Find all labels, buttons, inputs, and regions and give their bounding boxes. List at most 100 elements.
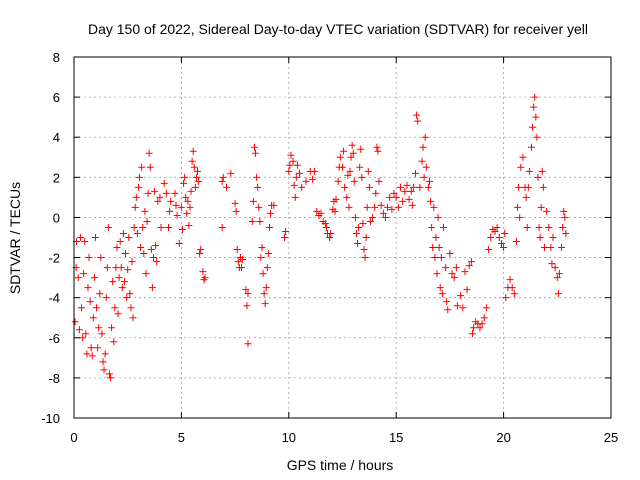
data-point	[448, 270, 456, 278]
y-tick-label: 6	[53, 90, 60, 105]
data-point	[94, 344, 102, 352]
data-point	[166, 207, 174, 215]
data-point	[533, 133, 541, 141]
data-point	[336, 153, 344, 161]
data-point	[110, 338, 118, 346]
data-point	[184, 197, 192, 205]
data-point	[485, 246, 493, 254]
data-point	[470, 324, 478, 332]
data-point	[302, 177, 310, 185]
x-axis-label: GPS time / hours	[287, 457, 394, 473]
data-point	[116, 238, 124, 246]
data-point	[109, 278, 117, 286]
data-point	[560, 207, 568, 215]
data-point	[108, 324, 116, 332]
data-point	[91, 234, 99, 241]
data-point	[196, 250, 204, 258]
data-point	[143, 217, 151, 225]
data-point	[281, 234, 289, 241]
data-point	[285, 167, 293, 175]
data-point	[375, 177, 383, 185]
data-point	[386, 193, 394, 201]
data-point	[427, 197, 435, 205]
data-point	[293, 161, 301, 169]
data-point	[428, 223, 436, 231]
data-point	[416, 183, 424, 191]
data-point	[317, 209, 325, 217]
data-point	[358, 173, 366, 181]
data-point	[437, 254, 445, 262]
data-point	[468, 330, 476, 338]
grid-lines	[74, 57, 611, 418]
data-point	[104, 223, 112, 231]
data-point	[84, 284, 92, 292]
data-point	[363, 203, 371, 211]
data-point	[267, 209, 275, 217]
data-point	[446, 250, 454, 258]
data-point	[82, 330, 90, 338]
y-axis-label: SDTVAR / TECUs	[7, 182, 23, 294]
x-tick-label: 15	[389, 430, 403, 445]
y-tick-label: 8	[53, 50, 60, 65]
data-point	[514, 203, 522, 211]
data-point	[344, 171, 352, 179]
data-point	[123, 294, 131, 302]
data-point	[388, 205, 396, 213]
y-tick-label: -4	[48, 291, 60, 306]
data-point	[233, 246, 241, 254]
data-point	[414, 117, 422, 125]
data-point	[264, 250, 272, 258]
data-point	[522, 193, 530, 201]
data-point	[408, 201, 416, 209]
data-point	[403, 181, 411, 189]
y-tick-label: -6	[48, 331, 60, 346]
data-point	[457, 292, 465, 300]
data-point	[231, 199, 239, 207]
data-point	[115, 274, 123, 282]
data-point	[463, 286, 471, 294]
data-point	[311, 167, 319, 175]
data-point	[182, 193, 190, 201]
data-point	[536, 234, 544, 241]
data-point	[130, 223, 138, 231]
data-point	[539, 183, 547, 191]
data-point	[257, 254, 265, 262]
data-point	[443, 298, 451, 306]
data-point	[292, 173, 300, 181]
data-point	[146, 163, 154, 171]
data-point	[129, 314, 137, 322]
data-point	[192, 173, 200, 181]
data-point	[190, 163, 198, 171]
data-point	[248, 217, 256, 225]
data-point	[234, 258, 242, 266]
data-point	[133, 229, 141, 237]
data-point	[405, 195, 413, 203]
data-point	[111, 304, 119, 312]
data-point	[89, 314, 97, 322]
plot-frame	[73, 56, 612, 419]
data-point	[219, 173, 227, 181]
data-point	[147, 246, 155, 254]
data-point	[357, 145, 365, 153]
data-point	[134, 183, 142, 191]
data-point	[523, 223, 531, 231]
data-point	[366, 217, 374, 225]
data-point	[167, 197, 175, 205]
data-point	[562, 229, 570, 237]
data-point	[270, 201, 278, 209]
data-point	[282, 227, 290, 235]
data-point	[132, 193, 140, 201]
data-point	[145, 149, 153, 157]
data-point	[185, 221, 193, 229]
data-point	[160, 179, 168, 187]
data-point	[346, 167, 354, 175]
data-point	[384, 203, 392, 211]
data-point	[254, 183, 262, 191]
data-point	[433, 270, 441, 278]
data-point	[343, 193, 351, 201]
data-point	[289, 157, 297, 165]
data-point	[149, 254, 157, 262]
data-point	[421, 133, 429, 141]
data-point	[543, 207, 551, 215]
